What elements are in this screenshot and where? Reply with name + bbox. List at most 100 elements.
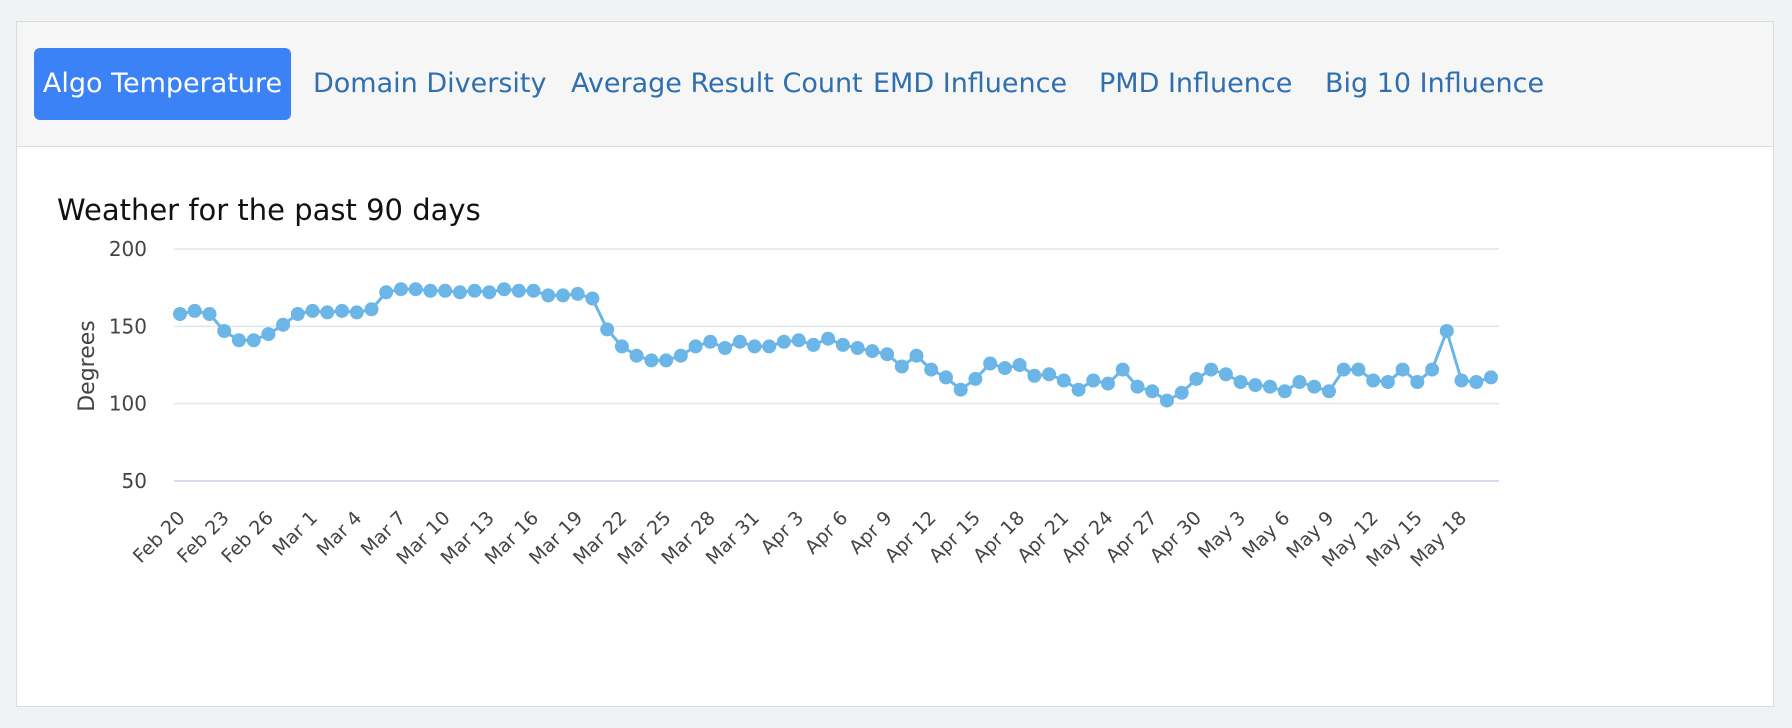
data-point[interactable] (349, 305, 364, 320)
data-point[interactable] (835, 337, 850, 352)
data-point[interactable] (953, 382, 968, 397)
data-point[interactable] (894, 359, 909, 374)
data-point[interactable] (379, 285, 394, 300)
data-point[interactable] (703, 334, 718, 349)
data-point[interactable] (644, 353, 659, 368)
data-point[interactable] (718, 341, 732, 355)
data-point[interactable] (1012, 358, 1027, 372)
data-point[interactable] (187, 303, 202, 318)
data-point[interactable] (1233, 375, 1248, 389)
data-point[interactable] (1410, 375, 1425, 389)
data-point[interactable] (776, 334, 791, 349)
data-point[interactable] (173, 307, 187, 321)
data-point[interactable] (1056, 373, 1071, 388)
data-point[interactable] (1484, 370, 1498, 385)
data-point[interactable] (791, 333, 806, 348)
data-point[interactable] (1322, 384, 1336, 399)
data-point[interactable] (1292, 375, 1307, 389)
data-point[interactable] (452, 285, 467, 300)
data-point[interactable] (570, 286, 585, 301)
data-point[interactable] (968, 371, 983, 386)
data-point[interactable] (246, 333, 261, 348)
y-tick-label: 50 (122, 469, 147, 493)
data-point[interactable] (865, 344, 880, 359)
data-point[interactable] (585, 291, 600, 306)
data-point[interactable] (467, 283, 482, 298)
data-point[interactable] (924, 362, 939, 377)
data-point[interactable] (1174, 385, 1189, 400)
data-point[interactable] (880, 347, 895, 362)
data-point[interactable] (1454, 373, 1469, 388)
data-point[interactable] (688, 339, 703, 354)
data-point[interactable] (290, 307, 305, 321)
data-point[interactable] (1189, 371, 1204, 386)
data-point[interactable] (394, 282, 408, 297)
data-point[interactable] (364, 302, 379, 317)
data-point[interactable] (1351, 362, 1366, 377)
data-point[interactable] (231, 333, 246, 348)
tab-emd-influence[interactable]: EMD Influence (873, 68, 1068, 99)
data-point[interactable] (1145, 384, 1160, 399)
tab-pmd-influence[interactable]: PMD Influence (1099, 68, 1293, 99)
data-point[interactable] (1425, 362, 1440, 377)
data-point[interactable] (438, 283, 453, 298)
data-point[interactable] (600, 322, 615, 337)
x-tick-label: Mar 1 (268, 507, 322, 561)
tab-algo-temperature[interactable]: Algo Temperature (34, 48, 291, 120)
tab-domain-diversity[interactable]: Domain Diversity (313, 68, 547, 99)
tab-average-result-count[interactable]: Average Result Count (571, 68, 863, 99)
data-point[interactable] (526, 283, 541, 298)
data-point[interactable] (1071, 382, 1086, 397)
x-tick-label: Apr 3 (757, 507, 809, 559)
data-point[interactable] (997, 361, 1012, 376)
data-point[interactable] (320, 305, 335, 320)
data-point[interactable] (762, 339, 777, 354)
data-point[interactable] (614, 339, 629, 354)
data-point[interactable] (732, 334, 747, 349)
data-point[interactable] (423, 283, 438, 298)
data-point[interactable] (276, 317, 291, 332)
data-point[interactable] (629, 348, 644, 363)
data-point[interactable] (408, 282, 423, 297)
data-point[interactable] (511, 283, 526, 298)
data-point[interactable] (261, 327, 276, 342)
data-point[interactable] (1469, 375, 1484, 389)
data-point[interactable] (1395, 362, 1410, 377)
data-point[interactable] (806, 337, 821, 352)
data-point[interactable] (1380, 375, 1395, 389)
data-point[interactable] (1277, 384, 1292, 399)
data-point[interactable] (541, 288, 556, 303)
data-point[interactable] (202, 307, 217, 321)
data-point[interactable] (1439, 324, 1454, 338)
data-point[interactable] (909, 348, 924, 363)
data-point[interactable] (1307, 379, 1322, 394)
data-point[interactable] (1042, 367, 1057, 382)
data-point[interactable] (1204, 362, 1219, 377)
data-point[interactable] (673, 348, 688, 363)
data-point[interactable] (983, 356, 998, 371)
data-point[interactable] (1115, 362, 1130, 377)
data-point[interactable] (1159, 393, 1174, 408)
data-point[interactable] (305, 303, 320, 318)
data-point[interactable] (850, 341, 865, 355)
data-point[interactable] (1101, 376, 1115, 391)
data-point[interactable] (747, 339, 762, 354)
data-point[interactable] (217, 324, 232, 338)
data-point[interactable] (497, 282, 512, 297)
data-point[interactable] (1248, 378, 1263, 393)
data-point[interactable] (1263, 379, 1277, 394)
data-point[interactable] (1130, 379, 1145, 394)
data-point[interactable] (939, 370, 953, 385)
data-point[interactable] (1218, 367, 1233, 382)
tab-big-10-influence[interactable]: Big 10 Influence (1325, 68, 1545, 99)
data-point[interactable] (821, 331, 836, 346)
data-point[interactable] (1086, 373, 1101, 388)
data-point[interactable] (1027, 368, 1042, 383)
data-point[interactable] (556, 288, 570, 303)
data-point[interactable] (659, 353, 674, 368)
data-point[interactable] (482, 285, 497, 300)
data-point[interactable] (335, 303, 349, 318)
data-point[interactable] (1366, 373, 1381, 388)
data-point[interactable] (1336, 362, 1351, 377)
